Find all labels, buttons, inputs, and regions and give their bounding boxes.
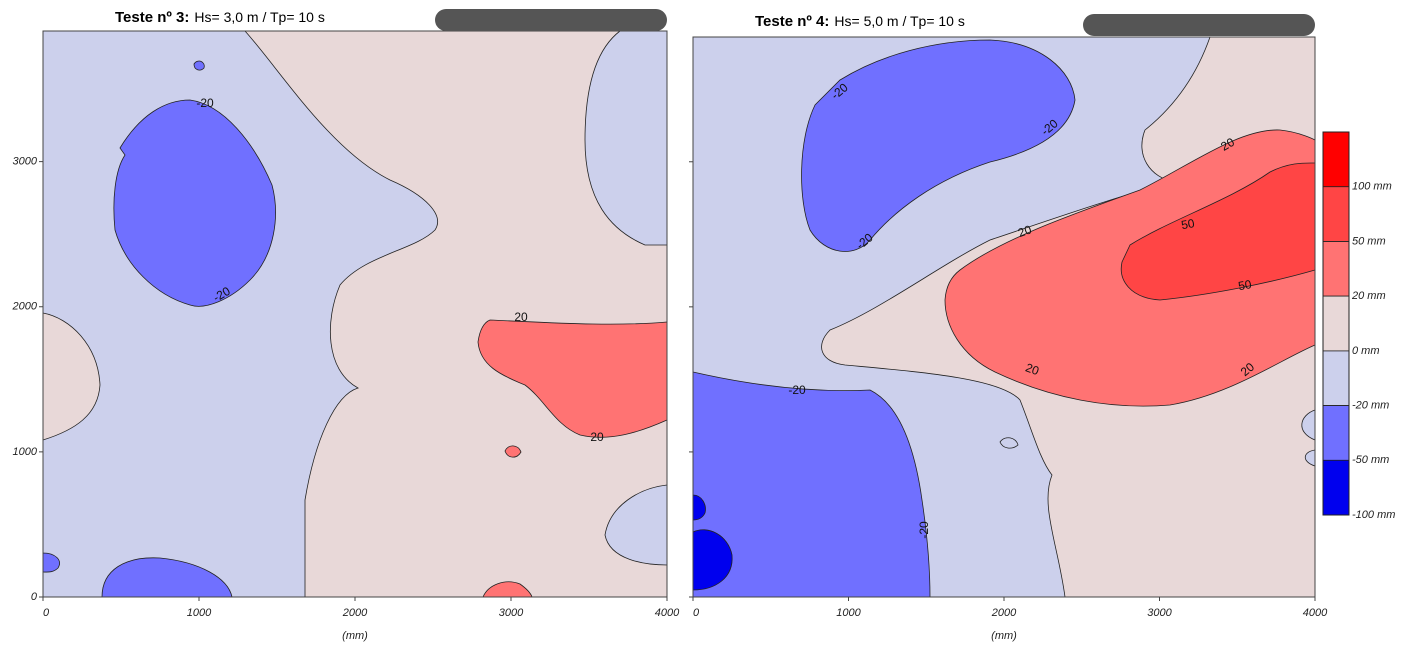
chart-title-text: Hs= 5,0 m / Tp= 10 s [834,13,964,29]
colorbar-frame [1322,131,1350,516]
x-tick-label: 3000 [499,607,524,619]
region [692,494,706,521]
x-tick-label: 1000 [836,607,861,619]
contour-label: 20 [514,310,528,324]
colorbar-band [1322,295,1350,352]
region [692,529,733,591]
chart-title: Teste nº 4: Hs= 5,0 m / Tp= 10 s [755,13,965,30]
redaction [1083,14,1315,36]
colorbar-label: -50 mm [1352,454,1389,466]
region [244,30,668,598]
colorbar-label: 50 mm [1352,235,1386,247]
colorbar-band [1322,405,1350,461]
colorbar-label: 100 mm [1352,181,1392,193]
contour-label: 50 [1237,277,1253,293]
y-tick-label: 1000 [13,446,38,458]
region [999,437,1019,449]
contour-label: -20 [788,383,806,397]
region [584,30,668,246]
region [42,312,101,441]
x-tick-label: 4000 [1303,607,1328,619]
x-tick-label: 4000 [655,607,680,619]
region [42,552,60,573]
x-tick-label: 3000 [1147,607,1172,619]
panel-left [42,9,668,598]
region [482,581,533,598]
colorbar-band [1322,350,1350,406]
y-tick-label: 0 [31,591,38,603]
contour-label: 50 [1180,216,1196,232]
colorbar-label: 0 mm [1352,345,1380,357]
region [101,557,233,598]
region [692,371,931,598]
contour-label: 20 [590,430,604,444]
x-axis-label: (mm) [342,630,368,642]
colorbar-band [1322,186,1350,242]
region [113,99,276,307]
x-tick-label: 2000 [991,607,1017,619]
x-tick-label: 2000 [342,607,368,619]
chart-title-bold: Teste nº 4: [755,13,829,30]
colorbar-band [1322,131,1350,188]
colorbar-band [1322,241,1350,297]
contour-label: 20 [1016,222,1034,240]
region [604,484,668,566]
y-tick-label: 3000 [13,156,38,168]
x-tick-label: 0 [693,607,700,619]
redaction [435,9,667,31]
region [801,39,1076,252]
x-axis-label: (mm) [991,630,1017,642]
region [504,445,522,458]
contour-label: 20 [1218,135,1237,154]
contour-label: -20 [196,96,214,110]
y-tick-label: 2000 [12,301,38,313]
chart-title-bold: Teste nº 3: [115,9,189,26]
chart-title: Teste nº 3: Hs= 3,0 m / Tp= 10 s [115,9,325,26]
colorbar-label: -100 mm [1352,509,1395,521]
chart-title-text: Hs= 3,0 m / Tp= 10 s [194,9,324,25]
panel-right [692,14,1316,598]
x-tick-label: 0 [43,607,50,619]
colorbar-band [1322,459,1350,516]
contour-label: 20 [1024,360,1042,378]
colorbar-label: 20 mm [1351,290,1386,302]
region [193,60,205,71]
colorbar-label: -20 mm [1352,399,1389,411]
x-tick-label: 1000 [187,607,212,619]
region [477,319,668,438]
contour-label: -20 [917,521,931,539]
